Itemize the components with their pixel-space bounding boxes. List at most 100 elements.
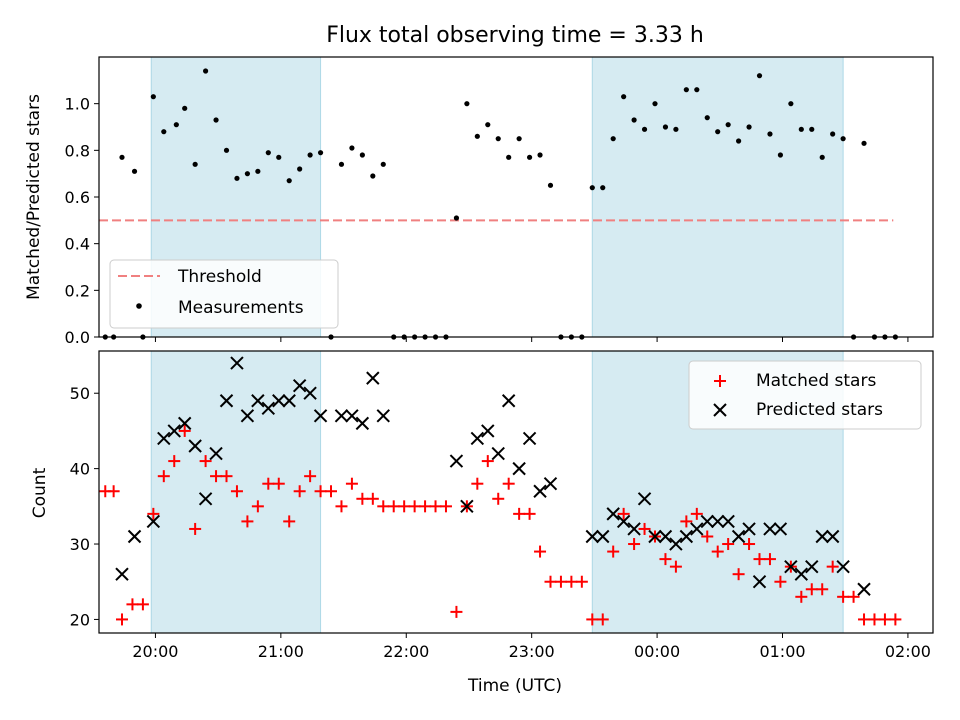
measurement-point: [600, 185, 606, 191]
matched-point: [241, 515, 254, 528]
ratio-y-axis-label: Matched/Predicted stars: [24, 94, 44, 300]
measurement-point: [349, 145, 355, 151]
matched-point: [690, 507, 703, 520]
matched-point: [272, 477, 285, 490]
count-y-tick-label: 50: [70, 384, 90, 403]
predicted-point: [230, 356, 244, 370]
predicted-point: [127, 529, 142, 544]
matched-point: [189, 522, 202, 535]
measurement-point: [182, 105, 188, 111]
matched-point: [638, 522, 651, 535]
predicted-point: [710, 514, 725, 529]
matched-point: [157, 470, 170, 483]
predicted-point: [773, 522, 788, 536]
predicted-point: [188, 439, 202, 453]
measurement-point: [506, 154, 512, 160]
matched-point: [868, 613, 881, 626]
matched-point: [471, 477, 484, 490]
matched-point: [534, 545, 547, 558]
predicted-point: [292, 378, 307, 393]
matched-point: [659, 553, 672, 566]
matched-point: [335, 500, 348, 513]
count-y-tick-label: 40: [70, 460, 90, 479]
predicted-point: [690, 522, 704, 536]
measurement-point: [547, 182, 554, 188]
measurement-point: [453, 215, 460, 221]
count-x-tick-label: 23:00: [509, 642, 555, 661]
matched-point: [763, 553, 776, 566]
count-y-axis-label: Count: [30, 467, 50, 518]
predicted-point: [752, 575, 767, 589]
matched-point: [544, 575, 557, 588]
matched-point: [230, 485, 243, 498]
measurement-point: [704, 115, 710, 121]
measurement-point: [589, 185, 595, 191]
predicted-point: [596, 529, 610, 544]
measurement-point: [725, 122, 731, 128]
measurement-point: [297, 166, 303, 172]
matched-point: [492, 492, 505, 505]
predicted-point: [637, 492, 652, 506]
measurement-point: [286, 178, 292, 184]
predicted-point: [261, 401, 276, 416]
predicted-point: [313, 409, 328, 423]
predicted-point: [146, 514, 161, 529]
matched-point: [596, 613, 609, 626]
predicted-point: [157, 431, 171, 446]
measurement-point: [673, 126, 679, 132]
matched-point: [115, 613, 128, 626]
measurement-point: [265, 150, 271, 156]
measurement-point: [746, 124, 752, 130]
chart-title: Flux total observing time = 3.33 h: [326, 23, 704, 48]
predicted-point: [251, 394, 265, 408]
count-y-tick-label: 30: [70, 535, 90, 554]
matched-point: [878, 613, 891, 626]
matched-point: [262, 477, 275, 490]
predicted-point: [742, 522, 756, 536]
measurement-point: [516, 136, 522, 142]
matched-point: [680, 515, 693, 528]
matched-point: [889, 613, 902, 626]
measurement-point: [788, 101, 794, 107]
matched-point: [325, 485, 338, 498]
measurement-point: [819, 154, 825, 160]
measurement-point: [830, 131, 836, 137]
predicted-point: [366, 371, 380, 385]
measurement-point: [307, 152, 313, 158]
measurement-point: [715, 129, 721, 135]
predicted-point: [836, 559, 850, 574]
legend-threshold-label: Threshold: [177, 267, 262, 287]
legend-measurements-swatch: [136, 303, 142, 309]
measurement-point: [213, 117, 219, 123]
measurement-point: [767, 131, 773, 137]
matched-point: [607, 545, 620, 558]
measurement-point: [244, 171, 251, 177]
matched-point: [805, 583, 818, 596]
count-x-tick-label: 20:00: [132, 642, 178, 661]
ratio-y-tick-label: 0.2: [65, 281, 90, 300]
matched-point: [816, 583, 829, 596]
measurement-point: [495, 136, 501, 142]
predicted-point: [491, 446, 505, 461]
predicted-point: [460, 499, 474, 514]
matched-point: [251, 500, 264, 513]
matched-point: [345, 477, 358, 490]
count-x-tick-label: 21:00: [258, 642, 304, 661]
matched-point: [136, 598, 149, 611]
ratio-y-tick-label: 0.6: [65, 188, 90, 207]
ratio-y-tick-label: 1.0: [65, 95, 90, 114]
count-legend-box: [688, 360, 922, 430]
matched-point: [502, 477, 515, 490]
predicted-point: [449, 454, 464, 468]
measurement-point: [255, 168, 261, 174]
matched-point: [586, 613, 599, 626]
matched-point: [513, 507, 526, 520]
predicted-point: [501, 394, 516, 408]
matched-point: [732, 568, 745, 581]
predicted-point: [679, 529, 694, 544]
predicted-point: [115, 567, 129, 581]
matched-point: [450, 605, 463, 618]
predicted-point: [303, 386, 317, 400]
matched-point: [126, 598, 139, 611]
matched-point: [220, 470, 233, 483]
